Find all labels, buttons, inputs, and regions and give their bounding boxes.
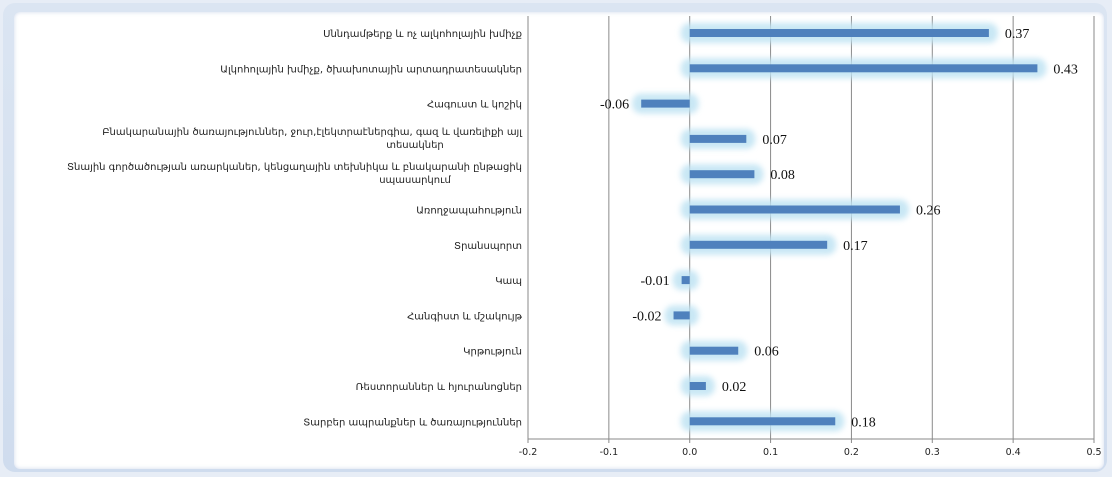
category-label: Առողջապահություն	[416, 206, 522, 217]
x-tick-label: 0.4	[1006, 447, 1021, 458]
data-label: 0.17	[843, 239, 868, 254]
bar-glows	[632, 23, 1047, 432]
data-label: 0.43	[1053, 62, 1078, 77]
bar	[689, 382, 706, 390]
bar	[689, 134, 747, 143]
bar	[689, 170, 755, 179]
x-tick-label: -0.1	[600, 447, 619, 458]
data-label: -0.02	[632, 309, 661, 324]
category-labels: Սննդամթերք և ոչ ալկոհոլային խմիչք Ալկոհոլ…	[67, 29, 523, 428]
bar	[689, 64, 1038, 73]
category-label: Կապ	[495, 276, 522, 287]
x-tick-label: 0.1	[763, 447, 778, 458]
x-tick-label: 0.3	[925, 447, 940, 458]
x-tick-label: 0.5	[1086, 447, 1101, 458]
chart-panel	[14, 12, 1104, 469]
category-label: Տարբեր ապրանքներ և ծառայություններ	[303, 417, 522, 428]
gridlines	[527, 16, 1095, 439]
x-tick-label: -0.2	[519, 447, 538, 458]
data-label: 0.08	[770, 168, 795, 183]
bar	[641, 99, 690, 108]
category-label: Ռեստորաններ և հյուրանոցներ	[356, 382, 522, 393]
data-label: 0.18	[851, 415, 876, 430]
bar	[673, 311, 690, 320]
x-tick-label: 0.0	[682, 447, 697, 458]
data-label: -0.06	[600, 98, 629, 113]
data-label: 0.06	[754, 345, 779, 360]
x-tick-labels: -0.2 -0.1 0.0 0.1 0.2 0.3 0.4 0.5	[519, 447, 1102, 458]
bar	[689, 240, 828, 249]
value-labels: 0.37 0.43 -0.06 0.07 0.08 0.26 0.17 -0.01 -0.02 0…	[600, 27, 1078, 430]
x-tick-label: 0.2	[844, 447, 859, 458]
bar	[689, 417, 836, 426]
bar	[681, 276, 690, 285]
data-label: 0.07	[762, 133, 787, 148]
category-label: Սննդամթերք և ոչ ալկոհոլային խմիչք	[323, 29, 522, 40]
category-label: Կրթություն	[463, 347, 522, 358]
category-label: Բնակարանային ծառայություններ, ջուր,էլեկտ…	[102, 127, 523, 151]
bar	[689, 205, 900, 214]
data-label: -0.01	[640, 274, 669, 289]
category-label: Ալկոհոլային խմիչք, ծխախոտային արտադրատես…	[220, 64, 522, 75]
bar	[689, 346, 739, 355]
category-label: Հանգիստ և մշակույթ	[407, 311, 523, 322]
category-label: Տրանսպորտ	[454, 241, 522, 252]
data-label: 0.02	[722, 380, 747, 395]
bars	[641, 29, 1038, 426]
data-label: 0.37	[1005, 27, 1030, 42]
category-label: Տնային գործածության առարկաներ, կենցաղայի…	[67, 162, 522, 186]
x-axis	[527, 438, 1095, 443]
bar	[689, 29, 989, 37]
category-label: Հագուստ և կոշիկ	[427, 100, 522, 111]
data-label: 0.26	[916, 204, 941, 219]
